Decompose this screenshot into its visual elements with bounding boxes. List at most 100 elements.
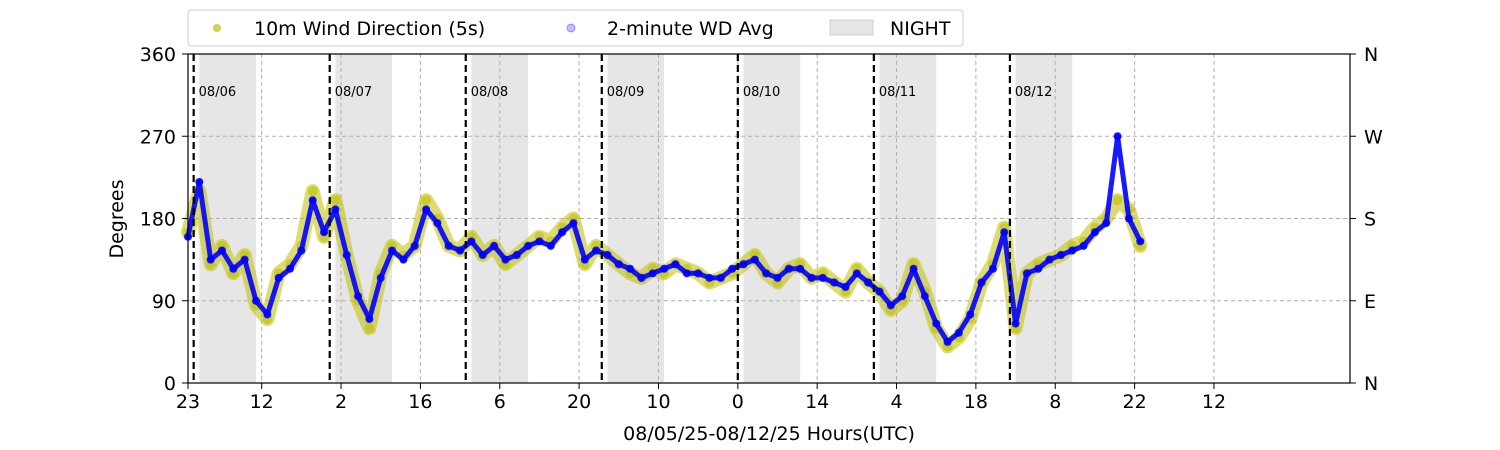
x-tick-label: 14: [805, 391, 829, 413]
x-tick-label: 20: [567, 391, 591, 413]
wd-avg-point: [830, 278, 839, 287]
wd-avg-point: [977, 278, 986, 287]
day-label: 08/12: [1015, 85, 1052, 100]
y-tick-label: 270: [140, 126, 176, 148]
wd-avg-point: [274, 273, 283, 282]
wd-avg-point: [512, 251, 521, 260]
x-tick-label: 6: [494, 391, 506, 413]
wind-direction-point: [330, 195, 341, 206]
wd-avg-point: [716, 273, 725, 282]
wd-avg-point: [603, 251, 612, 260]
x-tick-label: 0: [732, 391, 744, 413]
y2-tick-label: W: [1364, 126, 1383, 148]
x-tick-label: 23: [176, 391, 200, 413]
legend-marker-wind-direction: [213, 24, 221, 32]
y2-tick-label: N: [1364, 373, 1378, 395]
wd-avg-point: [308, 196, 317, 205]
wd-avg-point: [1124, 214, 1133, 223]
x-tick-label: 10: [646, 391, 670, 413]
wd-avg-point: [354, 292, 363, 301]
day-marker-layer: 08/06 08/07 08/08 08/09 08/10 08/11 08/12: [192, 54, 1052, 383]
wd-avg-point: [206, 255, 215, 264]
day-label: 08/06: [199, 85, 236, 100]
wd-avg-point: [1136, 237, 1145, 246]
wd-avg-point: [410, 241, 419, 250]
wd-avg-point: [954, 328, 963, 337]
wd-avg-point: [762, 269, 771, 278]
wd-avg-point: [875, 287, 884, 296]
wd-avg-point: [784, 264, 793, 273]
x-tick-label: 8: [1049, 391, 1061, 413]
day-label: 08/07: [335, 85, 372, 100]
wd-avg-point: [490, 241, 499, 250]
wd-avg-point: [558, 228, 567, 237]
x-axis-label: 08/05/25-08/12/25 Hours(UTC): [623, 423, 915, 445]
wd-avg-point: [898, 292, 907, 301]
wd-avg-point: [886, 301, 895, 310]
day-label: 08/10: [743, 85, 780, 100]
wd-avg-point: [195, 177, 204, 186]
axis-layer: 23 12 2 16 6 20 10 0 14 4 18 8 22 12 0 90 180 270 360 N E S W N: [140, 44, 1383, 413]
wd-avg-point: [456, 246, 465, 255]
wd-avg-point: [637, 273, 646, 282]
wd-avg-point: [1000, 228, 1009, 237]
wd-avg-point: [535, 237, 544, 246]
wd-avg-point: [932, 319, 941, 328]
wind-direction-point: [1112, 195, 1123, 206]
wd-avg-point: [433, 219, 442, 228]
series-wd-avg: [184, 132, 1145, 346]
wd-avg-point: [342, 251, 351, 260]
x-tick-label: 16: [408, 391, 432, 413]
wd-avg-point: [478, 251, 487, 260]
wd-avg-point: [773, 273, 782, 282]
wd-avg-point: [909, 264, 918, 273]
wd-avg-point: [1090, 228, 1099, 237]
y2-tick-label: E: [1364, 291, 1376, 313]
wd-avg-point: [705, 273, 714, 282]
wd-avg-point: [399, 255, 408, 264]
wd-avg-point: [648, 269, 657, 278]
wd-avg-point: [1034, 264, 1043, 273]
wd-avg-point: [1068, 246, 1077, 255]
legend-label-wind-direction: 10m Wind Direction (5s): [254, 18, 485, 40]
wd-avg-point: [1113, 132, 1122, 141]
wd-avg-point: [240, 255, 249, 264]
legend-label-night: NIGHT: [890, 18, 951, 40]
wd-avg-point: [614, 260, 623, 269]
wd-avg-point: [1011, 319, 1020, 328]
wd-avg-point: [750, 255, 759, 264]
legend-marker-wd-avg: [566, 23, 576, 33]
x-tick-label: 4: [890, 391, 902, 413]
wd-avg-point: [796, 264, 805, 273]
wd-avg-point: [1102, 219, 1111, 228]
wd-avg-point: [988, 264, 997, 273]
wd-avg-point: [546, 241, 555, 250]
wd-avg-point: [1022, 269, 1031, 278]
wd-avg-point: [694, 269, 703, 278]
wd-avg-point: [376, 273, 385, 282]
wd-avg-point: [626, 264, 635, 273]
day-label: 08/09: [607, 85, 644, 100]
wd-avg-point: [920, 292, 929, 301]
x-tick-label: 2: [335, 391, 347, 413]
y2-tick-label: N: [1364, 44, 1378, 66]
wd-avg-point: [218, 246, 227, 255]
wd-avg-point: [524, 241, 533, 250]
wd-avg-point: [580, 255, 589, 264]
day-label: 08/11: [879, 85, 916, 100]
wd-avg-point: [422, 205, 431, 214]
wd-avg-point: [365, 315, 374, 324]
series-layer: [181, 132, 1148, 354]
legend-box: [187, 9, 964, 47]
legend-label-wd-avg: 2-minute WD Avg: [607, 18, 774, 40]
wd-avg-point: [671, 260, 680, 269]
wd-avg-point: [229, 264, 238, 273]
x-tick-label: 22: [1123, 391, 1147, 413]
y2-tick-label: S: [1364, 209, 1376, 231]
wd-avg-point: [943, 337, 952, 346]
y-tick-label: 0: [164, 373, 176, 395]
x-tick-label: 12: [250, 391, 274, 413]
wd-avg-point: [852, 269, 861, 278]
wind-direction-point: [421, 195, 432, 206]
